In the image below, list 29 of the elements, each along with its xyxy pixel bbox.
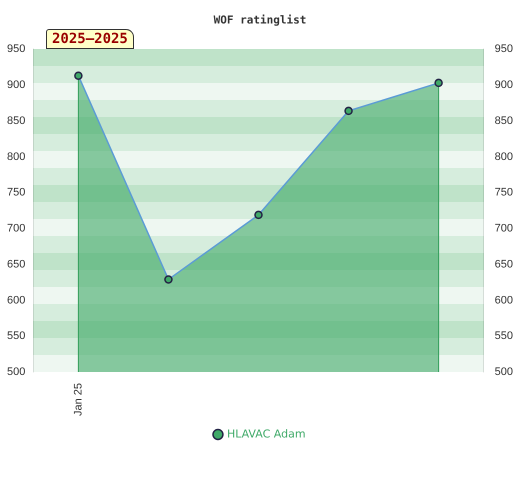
- y-tick-label: 750: [6, 186, 26, 199]
- y-tick-label: 550: [6, 330, 26, 342]
- text: 2025–2025: [46, 29, 134, 49]
- y-tick-label: 850: [6, 114, 26, 127]
- y2-tick-label: 650: [494, 258, 514, 270]
- y2-tick-label: 500: [494, 366, 514, 378]
- y-tick-label: 950: [6, 43, 26, 56]
- point: [434, 78, 443, 88]
- y-tick-label: 900: [6, 79, 26, 92]
- y2-tick-label: 550: [494, 330, 514, 342]
- y-tick-label: 600: [6, 294, 26, 306]
- y2-tick-label: 800: [494, 150, 514, 163]
- x-tick-label: Jan 25: [72, 382, 84, 416]
- point: [74, 71, 83, 80]
- y-tick-label: 700: [6, 222, 26, 235]
- y-tick-label: 800: [6, 150, 26, 163]
- legend-label: HLAVAC Adam: [226, 427, 306, 440]
- chart-title: WOF ratinglist: [214, 13, 306, 26]
- point: [344, 106, 353, 116]
- point: [254, 210, 263, 220]
- y2-tick-label: 850: [494, 114, 514, 127]
- y2-tick-label: 900: [494, 79, 514, 92]
- y2-tick-label: 700: [494, 222, 514, 235]
- y-tick-label: 650: [6, 258, 26, 270]
- y2-tick-label: 750: [494, 186, 514, 199]
- y2-tick-label: 600: [494, 294, 514, 306]
- point: [164, 275, 173, 284]
- y-tick-label: 500: [6, 366, 26, 378]
- y2-tick-label: 950: [494, 43, 514, 56]
